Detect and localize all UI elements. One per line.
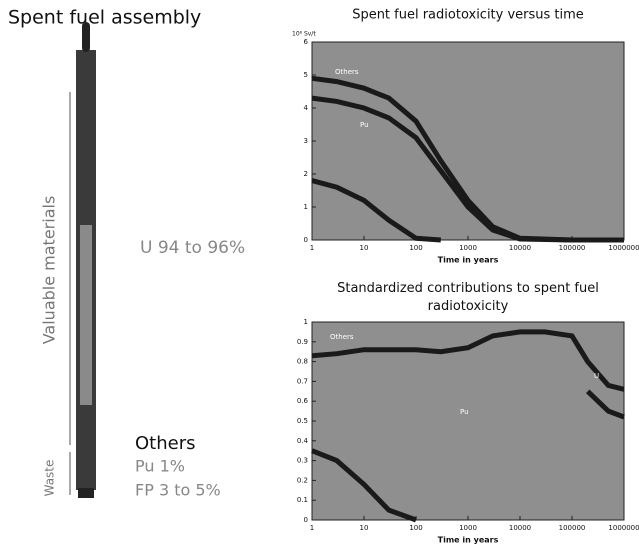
x-tick-label: 100000 <box>559 524 586 532</box>
series-line <box>585 389 625 420</box>
y-tick-label: 5 <box>304 71 308 79</box>
y-tick-label: 0.5 <box>297 417 308 425</box>
y-tick-label: 1 <box>304 203 308 211</box>
annotation: Others <box>335 68 359 76</box>
y-tick-label: 0.2 <box>297 476 308 484</box>
rod-bottom <box>78 488 94 498</box>
y-tick-label: 0.8 <box>297 358 308 366</box>
y-tick-label: 6 <box>304 38 309 46</box>
y-tick-label: 0 <box>304 516 308 524</box>
x-tick-label: 1000 <box>459 524 477 532</box>
x-tick-label: 1000000 <box>608 524 639 532</box>
chart-title: Spent fuel radiotoxicity versus time <box>352 8 584 23</box>
x-tick-label: 10 <box>360 524 369 532</box>
chart-title: Standardized contributions to spent fuel… <box>337 281 599 314</box>
waste-label: Waste <box>43 460 57 497</box>
u-label: U 94 to 96% <box>140 238 245 258</box>
annotation: U <box>594 372 599 380</box>
x-tick-label: 100 <box>409 244 422 252</box>
x-axis-label: Time in years <box>438 536 499 545</box>
x-axis-label: Time in years <box>438 256 499 265</box>
y-tick-label: 0 <box>304 236 308 244</box>
x-tick-label: 100000 <box>559 244 586 252</box>
valuable-label: Valuable materials <box>40 196 59 345</box>
rod-top <box>82 22 90 52</box>
others-label: Others <box>135 433 196 454</box>
series-line <box>311 95 624 243</box>
diagram-title: Spent fuel assembly <box>8 7 201 29</box>
y-tick-label: 3 <box>304 137 308 145</box>
y-tick-label: 0.9 <box>297 338 308 346</box>
x-tick-label: 1000000 <box>608 244 639 252</box>
x-tick-label: 1 <box>310 244 314 252</box>
x-tick-label: 10000 <box>509 244 531 252</box>
y-tick-label: 4 <box>304 104 309 112</box>
pu-label: Pu 1% <box>135 457 185 476</box>
series-line <box>311 178 441 243</box>
y-tick-label: 1 <box>304 318 308 326</box>
x-tick-label: 10 <box>360 244 369 252</box>
y-tick-label: 0.3 <box>297 457 308 465</box>
rod-light <box>80 225 92 405</box>
x-tick-label: 1000 <box>459 244 477 252</box>
y-tick-label: 0.1 <box>297 496 308 504</box>
y-axis-label: 10⁸ Sv/t <box>292 31 316 38</box>
x-tick-label: 10000 <box>509 524 531 532</box>
y-tick-label: 0.6 <box>297 397 309 405</box>
annotation: Pu <box>460 408 469 416</box>
x-tick-label: 1 <box>310 524 314 532</box>
y-tick-label: 0.7 <box>297 377 308 385</box>
annotation: Pu <box>360 121 369 129</box>
y-tick-label: 2 <box>304 170 308 178</box>
series-line <box>311 448 417 523</box>
y-tick-label: 0.4 <box>297 437 309 445</box>
fp-label: FP 3 to 5% <box>135 481 221 500</box>
series-line <box>311 329 625 392</box>
x-tick-label: 100 <box>409 524 422 532</box>
annotation: Others <box>330 333 354 341</box>
